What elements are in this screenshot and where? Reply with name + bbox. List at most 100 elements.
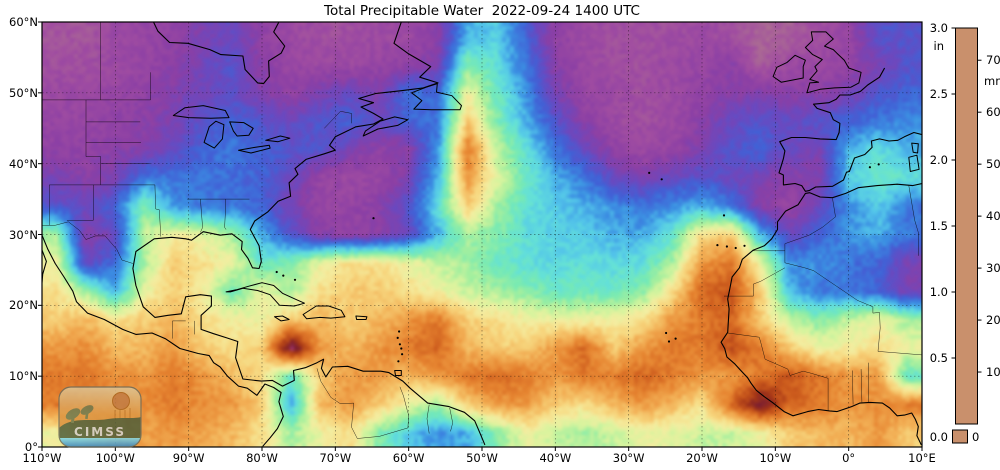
political-border	[426, 404, 430, 434]
coastline-island	[238, 144, 271, 154]
political-border	[399, 386, 409, 428]
colorbar-label-mm: 70	[986, 53, 1000, 68]
political-border	[66, 184, 94, 221]
colorbar-label-in: 1.0	[929, 285, 948, 299]
island-dot	[734, 246, 737, 250]
chart-title: Total Precipitable Water 2022-09-24 1400…	[324, 3, 640, 19]
political-border	[154, 184, 162, 237]
x-tick-label: 70°W	[319, 451, 352, 465]
colorbar-label-mm: 40	[986, 209, 1000, 224]
logo-sun-icon	[112, 392, 130, 410]
colorbar-label-in: 2.0	[929, 153, 948, 167]
coastline-island	[229, 121, 254, 137]
logo-text: CIMSS	[74, 425, 126, 439]
island-dot	[398, 330, 401, 333]
y-tick-label: 50°N	[9, 85, 38, 100]
coastline-island	[172, 105, 230, 119]
x-tick-label: 50°W	[466, 451, 498, 465]
colorbar-underflow-label-in: 0.0	[929, 430, 948, 444]
island-dot	[396, 336, 399, 339]
coastline-island	[804, 31, 862, 94]
island-dot	[722, 214, 726, 217]
coastline-island	[203, 120, 225, 149]
coastline-island	[362, 116, 409, 137]
coastline-island	[911, 142, 919, 154]
coastline-island	[265, 135, 291, 143]
x-tick-label: 20°W	[686, 451, 718, 465]
political-border	[852, 370, 854, 405]
x-tick-label: 0°	[842, 451, 856, 465]
island-dot	[674, 337, 677, 340]
island-dot	[868, 166, 872, 169]
coastline-island	[411, 83, 462, 111]
political-border	[724, 267, 786, 297]
island-dot	[293, 278, 297, 281]
colorbar-unit-mm: mm	[984, 74, 1000, 88]
island-dot	[743, 244, 746, 247]
coastline	[720, 182, 922, 446]
colorbar-label-mm: 60	[986, 105, 1000, 120]
island-dot	[282, 274, 285, 277]
coastline-island	[772, 54, 806, 83]
island-dot	[398, 343, 401, 346]
logo-sea	[59, 438, 141, 447]
colorbar-underflow-label-mm: 0	[972, 430, 980, 444]
x-tick-label: 30°W	[612, 451, 645, 465]
island-dot	[716, 244, 719, 247]
coastline-island	[355, 315, 368, 320]
colorbar-label-mm: 20	[986, 313, 1000, 328]
island-dot	[401, 353, 404, 356]
island-dot	[372, 217, 375, 220]
political-border	[784, 198, 881, 352]
island-dot	[665, 331, 668, 335]
colorbar-label-mm: 30	[986, 261, 1000, 276]
political-border	[357, 427, 408, 439]
coastline	[153, 22, 286, 85]
island-dot	[275, 270, 278, 274]
island-dot	[400, 347, 403, 350]
colorbar-label-in: 1.5	[929, 219, 948, 233]
x-tick-label: 60°W	[392, 451, 425, 465]
political-border	[860, 369, 863, 403]
colorbar-label-mm: 50	[986, 157, 1000, 172]
island-dot	[397, 360, 400, 363]
logo-satellite-dishes-icon	[65, 405, 94, 424]
political-border	[324, 111, 352, 129]
colorbar	[955, 27, 978, 425]
political-border	[224, 199, 227, 230]
colorbar-label-in: 0.5	[929, 351, 948, 365]
x-tick-label: 80°W	[246, 451, 278, 465]
y-tick-label: 30°N	[9, 227, 38, 242]
coastline-island	[274, 315, 290, 322]
island-dot	[877, 163, 880, 166]
coastline-island	[394, 370, 402, 376]
political-border	[316, 368, 358, 439]
coastline	[42, 249, 47, 283]
political-border	[908, 185, 919, 256]
coastline-island	[225, 282, 305, 307]
x-tick-label: 40°W	[539, 451, 572, 465]
x-tick-label: 90°W	[172, 451, 205, 465]
x-tick-label: 100°W	[95, 451, 135, 465]
island-dot	[648, 171, 651, 174]
island-dot	[660, 178, 663, 181]
y-tick-label: 20°N	[9, 298, 38, 313]
political-border	[449, 407, 453, 432]
coastline	[42, 234, 284, 447]
y-tick-label: 10°N	[9, 369, 38, 384]
x-tick-label: 10°W	[759, 451, 792, 465]
x-tick-label: 110°W	[22, 451, 62, 465]
y-tick-label: 60°N	[9, 15, 38, 29]
y-tick-label: 0°	[24, 440, 38, 454]
colorbar-underflow-swatch	[952, 429, 968, 444]
island-dot	[667, 340, 671, 343]
coastline-island	[908, 154, 920, 172]
cimss-logo: CIMSS	[58, 386, 142, 448]
coastline-island	[302, 305, 346, 320]
colorbar-label-mm: 10	[986, 365, 1000, 380]
colorbar-unit-inches: in	[933, 39, 944, 53]
x-tick-label: 10°E	[908, 451, 936, 465]
colorbar-label-in: 3.0	[929, 21, 948, 35]
